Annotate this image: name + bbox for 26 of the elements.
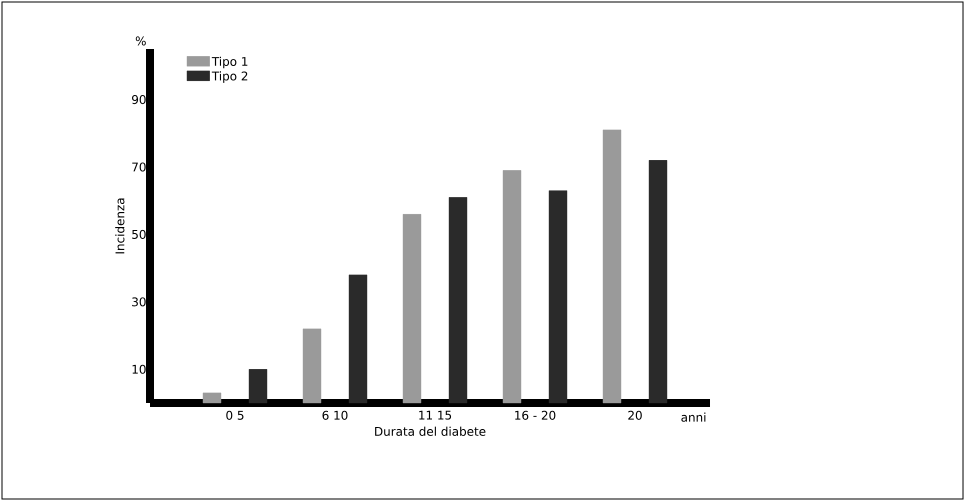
- y-tick-label: 90: [132, 95, 146, 104]
- x-tick-label: 20: [628, 410, 642, 420]
- y-tick-label: 30: [132, 297, 146, 306]
- x-axis-title: Durata del diabete: [375, 426, 486, 436]
- bar: [302, 328, 322, 404]
- bar: [602, 130, 622, 404]
- bar: [248, 369, 268, 404]
- y-axis-title: Incidenza: [115, 198, 124, 254]
- bar: [348, 274, 368, 404]
- y-tick-label: 10: [132, 364, 146, 374]
- bar: [202, 392, 222, 404]
- y-tick-label: 70: [132, 162, 146, 172]
- legend-label: Tipo 1: [212, 56, 248, 68]
- legend-label: Tipo 2: [212, 71, 248, 83]
- text: anni: [681, 412, 706, 422]
- x-tick-label: 0 5: [226, 410, 244, 420]
- bar: [402, 214, 422, 404]
- bar: [502, 170, 522, 404]
- bar: [648, 160, 668, 404]
- text: %: [136, 36, 146, 46]
- x-tick-label: 11 15: [419, 410, 452, 420]
- y-tick-label: 50: [132, 230, 146, 239]
- x-tick-label: 16 - 20: [515, 410, 556, 420]
- bar: [448, 197, 468, 404]
- bar: [548, 190, 568, 404]
- x-tick-label: 6 10: [322, 410, 348, 420]
